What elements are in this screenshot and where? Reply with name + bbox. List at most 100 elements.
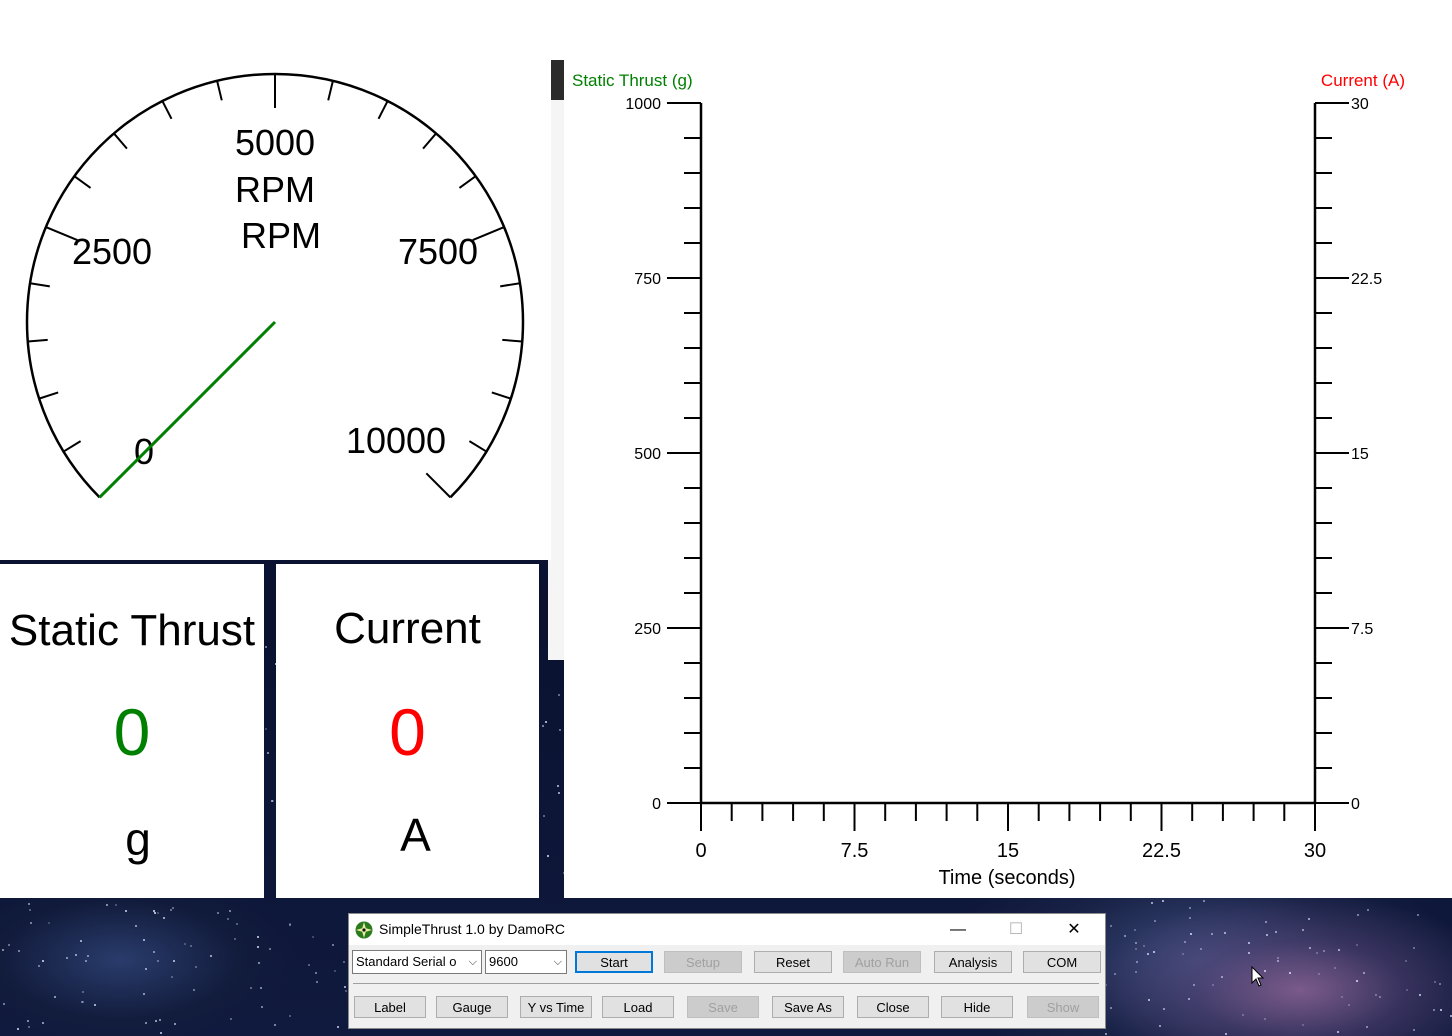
star: [1404, 960, 1407, 962]
chart-axes: 0 250 500 750 1000 0 7.5 15 22.5 30 0 7.5 15 22.5 30: [625, 96, 1382, 862]
port-select[interactable]: Standard Serial o ⌵: [352, 950, 482, 974]
star: [1289, 971, 1292, 974]
star: [18, 950, 20, 953]
star: [258, 962, 261, 965]
star: [336, 1026, 339, 1029]
current-title: Current: [334, 604, 481, 653]
gauge-tick: [216, 80, 223, 101]
star: [235, 922, 238, 925]
star: [135, 925, 138, 927]
title-bar[interactable]: SimpleThrust 1.0 by DamoRC — ☐ ✕: [349, 914, 1105, 945]
star: [271, 799, 274, 802]
star: [154, 1020, 157, 1022]
star: [1200, 947, 1203, 950]
star: [1114, 973, 1117, 975]
star: [195, 966, 198, 969]
load-button[interactable]: Load: [602, 996, 674, 1018]
save-as-button[interactable]: Save As: [772, 996, 844, 1018]
star: [8, 944, 11, 946]
star: [1159, 1025, 1162, 1028]
star: [29, 922, 32, 925]
gauge-tick: [113, 132, 128, 150]
star: [333, 969, 336, 972]
chevron-down-icon: ⌵: [468, 956, 477, 968]
star: [266, 752, 269, 755]
current-unit: A: [400, 809, 431, 861]
star: [227, 918, 230, 921]
star: [1187, 998, 1190, 1001]
show-button[interactable]: Show: [1027, 996, 1099, 1018]
star: [144, 967, 147, 970]
star: [1154, 920, 1157, 922]
star: [545, 721, 548, 723]
right-axis-tick-label: 15: [1351, 446, 1369, 463]
star: [1153, 951, 1156, 954]
start-button[interactable]: Start: [575, 951, 653, 973]
rpm-gauge-panel: 5000 RPM RPM 2500 7500 0 10000: [0, 0, 551, 560]
gauge-tick: [29, 282, 50, 288]
star: [163, 917, 166, 919]
star: [81, 991, 84, 994]
star: [1276, 957, 1279, 960]
label-button[interactable]: Label: [354, 996, 426, 1018]
static-thrust-title: Static Thrust: [8, 606, 256, 655]
star: [28, 909, 31, 912]
hide-button[interactable]: Hide: [941, 996, 1013, 1018]
analysis-button[interactable]: Analysis: [934, 951, 1012, 973]
star: [273, 1024, 276, 1027]
left-axis-tick-label: 250: [634, 621, 661, 638]
star: [344, 986, 347, 989]
gauge-tick: [73, 175, 92, 189]
star: [1367, 909, 1370, 912]
x-axis-tick-label: 0: [695, 840, 706, 862]
star: [1192, 983, 1195, 986]
auto-run-button[interactable]: Auto Run: [843, 951, 921, 973]
current-value: 0: [389, 695, 426, 769]
baud-select[interactable]: 9600 ⌵: [485, 950, 567, 974]
gauge-arc: [25, 72, 525, 499]
star: [1419, 993, 1422, 996]
y-vs-time-button[interactable]: Y vs Time: [520, 996, 592, 1018]
star: [37, 965, 40, 967]
reset-button[interactable]: Reset: [754, 951, 832, 973]
gauge-button[interactable]: Gauge: [436, 996, 508, 1018]
star: [1341, 996, 1344, 999]
star: [172, 959, 175, 962]
star: [1417, 914, 1420, 917]
port-select-value: Standard Serial o: [356, 954, 457, 969]
gauge-tick: [38, 391, 59, 400]
star: [1265, 921, 1268, 924]
thrust-current-chart-panel: Static Thrust (g) Current (A) Time (seco…: [564, 0, 1452, 898]
star: [80, 940, 83, 943]
star: [228, 910, 231, 913]
x-axis-label: Time (seconds): [938, 867, 1075, 889]
com-button[interactable]: COM: [1023, 951, 1101, 973]
star: [1317, 973, 1320, 976]
gauge-needle: [98, 320, 277, 499]
star: [1264, 1017, 1267, 1020]
close-button[interactable]: Close: [857, 996, 929, 1018]
gauge-tick: [458, 175, 477, 189]
star: [1264, 970, 1267, 973]
minimize-button[interactable]: —: [950, 921, 966, 938]
gauge-tick: [491, 391, 512, 400]
right-axis-label: Current (A): [1321, 71, 1405, 90]
save-button[interactable]: Save: [687, 996, 759, 1018]
star: [171, 907, 174, 910]
star: [288, 924, 291, 927]
star: [1302, 929, 1305, 932]
star: [47, 922, 50, 925]
star: [1309, 946, 1312, 949]
maximize-button[interactable]: ☐: [1008, 921, 1024, 938]
star: [289, 922, 292, 925]
star: [193, 988, 196, 991]
star: [1316, 952, 1319, 955]
star: [342, 960, 345, 963]
background-window-fragment: [548, 0, 566, 660]
star: [542, 724, 545, 727]
setup-button[interactable]: Setup: [664, 951, 742, 973]
star: [558, 728, 561, 731]
left-axis-tick-label: 500: [634, 446, 661, 463]
close-window-button[interactable]: ✕: [1067, 921, 1081, 938]
static-thrust-value: 0: [113, 695, 151, 769]
